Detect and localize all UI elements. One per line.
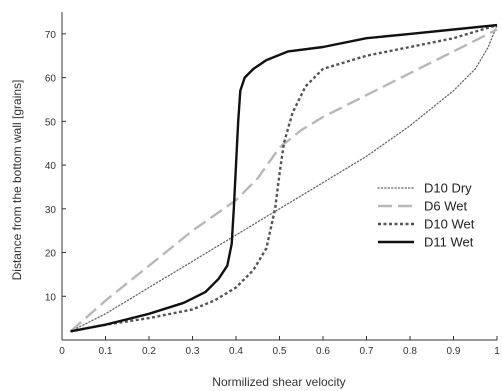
x-tick-label: 0.7: [360, 346, 374, 357]
x-tick-label: 0.5: [273, 346, 287, 357]
y-axis-label: Distance from the bottom wall [grains]: [10, 80, 24, 281]
y-tick-label: 10: [45, 292, 57, 303]
series-line-d10-wet: [70, 23, 498, 333]
series-line-d6-wet: [69, 28, 498, 333]
x-tick-label: 0: [59, 346, 65, 357]
series-lines: [69, 23, 498, 333]
x-axis-label: Normilized shear velocity: [212, 375, 345, 389]
y-tick-label: 60: [45, 74, 57, 85]
series-line-d11-wet: [70, 23, 498, 333]
tick-labels: 0 0.1 0.2 0.3 0.4 0.5 0.6 0.7 0.8 0.9 1 10 20 30 40 50 6…: [45, 30, 500, 357]
x-tick-label: 0.3: [186, 346, 200, 357]
axes: [61, 12, 497, 341]
y-tick-label: 70: [45, 30, 57, 41]
y-tick-label: 50: [45, 117, 57, 128]
y-tick-label: 40: [45, 161, 57, 172]
legend: D10 Dry D6 Wet D10 Wet D11 Wet: [377, 181, 475, 250]
legend-label-d6-wet: D6 Wet: [424, 199, 467, 214]
series-line-d10-dry: [70, 24, 498, 332]
x-tick-label: 1: [494, 346, 500, 357]
x-tick-label: 0.8: [403, 346, 417, 357]
x-tick-label: 0.2: [142, 346, 156, 357]
legend-label-d11-wet: D11 Wet: [424, 235, 474, 250]
legend-label-d10-dry: D10 Dry: [424, 181, 472, 196]
x-tick-label: 0.6: [316, 346, 330, 357]
x-tick-label: 0.1: [99, 346, 113, 357]
y-tick-label: 20: [45, 249, 57, 260]
y-tick-label: 30: [45, 205, 57, 216]
x-tick-label: 0.9: [447, 346, 461, 357]
legend-label-d10-wet: D10 Wet: [424, 217, 475, 232]
x-tick-label: 0.4: [229, 346, 243, 357]
